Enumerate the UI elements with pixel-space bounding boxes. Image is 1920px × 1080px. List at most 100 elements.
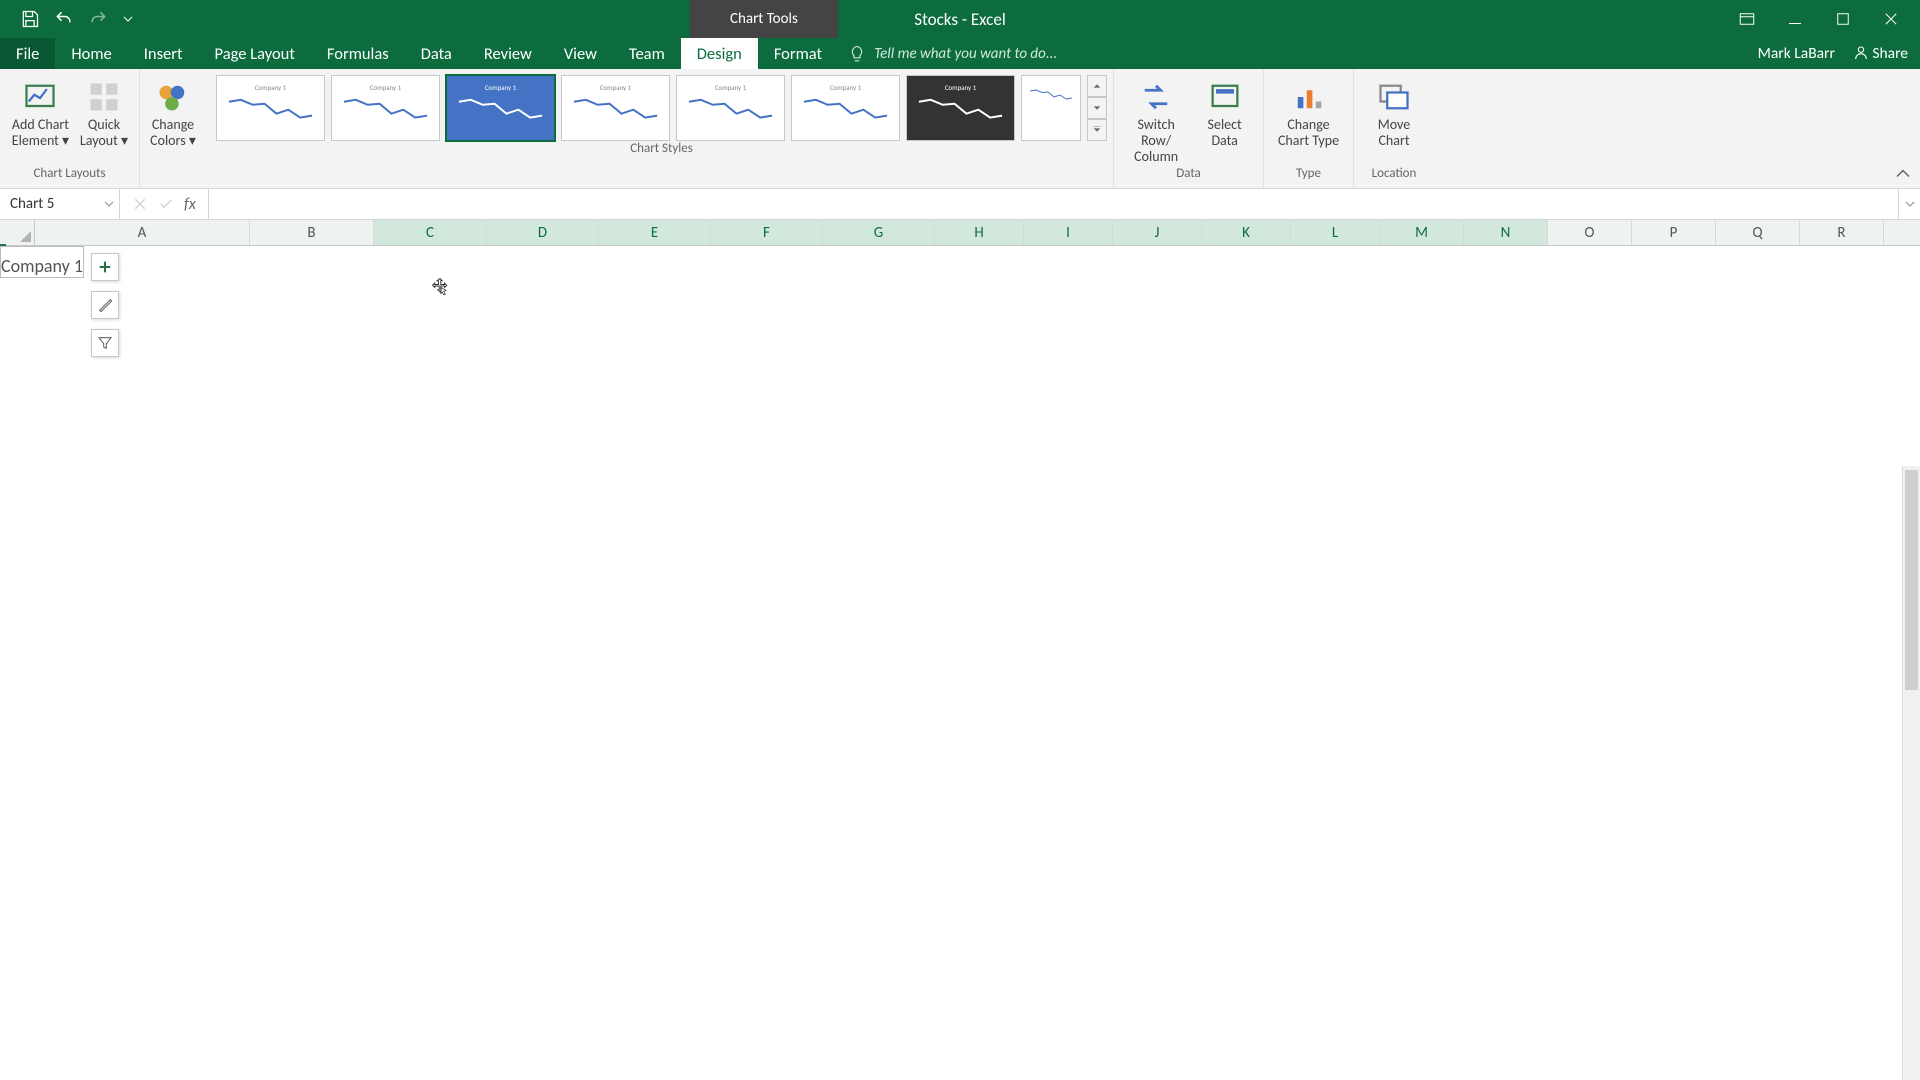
vertical-scroll-thumb[interactable] [1905, 470, 1918, 690]
gallery-more[interactable] [1087, 119, 1107, 141]
column-header[interactable]: D [487, 220, 599, 245]
quick-layout-icon [86, 79, 122, 115]
move-chart-label: Move Chart [1362, 117, 1426, 149]
chart-style-thumb[interactable]: Company 1 [446, 75, 555, 141]
chart-styles-gallery: Company 1Company 1Company 1Company 1Comp… [210, 69, 1113, 141]
move-chart-icon [1376, 79, 1412, 115]
maximize-icon[interactable] [1834, 10, 1852, 28]
save-icon[interactable] [20, 9, 40, 29]
funnel-icon [97, 335, 113, 351]
add-chart-element-icon [22, 79, 58, 115]
undo-icon[interactable] [54, 9, 74, 29]
select-data-label: Select Data [1194, 117, 1255, 149]
name-box-dropdown-icon[interactable] [103, 198, 115, 210]
formula-bar-buttons: fx [120, 189, 209, 219]
chart-layouts-group-label: Chart Layouts [0, 166, 139, 188]
column-header[interactable]: A [35, 220, 250, 245]
change-colors-label: Change Colors [150, 116, 194, 149]
select-all-button[interactable] [0, 220, 35, 245]
cancel-formula-icon[interactable] [132, 196, 148, 212]
tab-home[interactable]: Home [55, 38, 127, 69]
chart-title[interactable]: Company 1 [1, 255, 83, 277]
expand-formula-bar-icon[interactable] [1898, 189, 1920, 219]
quick-layout-label: Quick Layout [80, 116, 120, 149]
move-cursor-icon [431, 277, 449, 295]
type-group-label: Type [1264, 166, 1353, 188]
column-header[interactable]: L [1291, 220, 1380, 245]
column-header[interactable]: F [711, 220, 823, 245]
formula-input[interactable] [209, 189, 1898, 219]
close-icon[interactable] [1882, 10, 1900, 28]
vertical-scrollbar[interactable] [1902, 466, 1920, 1080]
column-header[interactable]: P [1632, 220, 1716, 245]
collapse-ribbon-icon[interactable] [1894, 166, 1912, 184]
tab-view[interactable]: View [548, 38, 613, 69]
tab-formulas[interactable]: Formulas [311, 38, 405, 69]
switch-row-column-button[interactable]: Switch Row/ Column [1122, 75, 1190, 165]
change-colors-button[interactable]: Change Colors ▾ [144, 75, 202, 149]
add-chart-element-label: Add Chart Element [12, 116, 69, 149]
change-chart-type-button[interactable]: Change Chart Type [1272, 75, 1345, 149]
worksheet-grid[interactable]: ABCDEFGHIJKLMNOPQR Company 1 [0, 220, 1920, 1080]
svg-text:Company 1: Company 1 [370, 83, 402, 92]
column-header[interactable]: B [250, 220, 374, 245]
select-data-icon [1207, 79, 1243, 115]
chart-styles-group-label: Chart Styles [210, 141, 1113, 163]
minimize-icon[interactable] [1786, 10, 1804, 28]
column-header[interactable]: R [1800, 220, 1884, 245]
share-button[interactable]: Share [1853, 44, 1908, 63]
column-header[interactable]: M [1380, 220, 1464, 245]
column-header[interactable]: N [1464, 220, 1548, 245]
column-header[interactable]: E [599, 220, 711, 245]
formula-bar-row: Chart 5 fx [0, 189, 1920, 220]
chart-filters-button[interactable] [91, 329, 119, 357]
svg-text:Company 1: Company 1 [600, 83, 632, 92]
column-header[interactable]: C [374, 220, 487, 245]
ribbon-display-options-icon[interactable] [1738, 10, 1756, 28]
user-name[interactable]: Mark LaBarr [1758, 44, 1835, 63]
tell-me-search[interactable]: Tell me what you want to do... [848, 38, 1057, 69]
chart-elements-button[interactable] [91, 253, 119, 281]
tab-review[interactable]: Review [468, 38, 548, 69]
tab-page-layout[interactable]: Page Layout [199, 38, 311, 69]
column-header[interactable]: I [1024, 220, 1113, 245]
qat-customize-icon[interactable] [122, 13, 134, 25]
name-box[interactable]: Chart 5 [0, 189, 120, 219]
column-header[interactable]: K [1202, 220, 1291, 245]
move-chart-button[interactable]: Move Chart [1362, 75, 1426, 149]
column-header[interactable]: J [1113, 220, 1202, 245]
chart-style-thumb[interactable]: Company 1 [791, 75, 900, 141]
svg-text:Company 1: Company 1 [255, 83, 287, 92]
redo-icon[interactable] [88, 9, 108, 29]
column-header[interactable]: Q [1716, 220, 1800, 245]
tab-team[interactable]: Team [613, 38, 681, 69]
column-header[interactable]: H [935, 220, 1024, 245]
quick-access-toolbar [0, 0, 154, 38]
chart-style-thumb[interactable] [1021, 75, 1081, 141]
gallery-scroll-up[interactable] [1087, 75, 1107, 97]
chart-styles-button[interactable] [91, 291, 119, 319]
quick-layout-button[interactable]: Quick Layout ▾ [77, 75, 131, 149]
select-data-button[interactable]: Select Data [1194, 75, 1255, 149]
enter-formula-icon[interactable] [158, 196, 174, 212]
tab-insert[interactable]: Insert [128, 38, 199, 69]
chart-style-thumb[interactable]: Company 1 [216, 75, 325, 141]
chart-style-thumb[interactable]: Company 1 [331, 75, 440, 141]
column-header[interactable]: G [823, 220, 935, 245]
chart-style-thumb[interactable]: Company 1 [676, 75, 785, 141]
column-header[interactable]: O [1548, 220, 1632, 245]
tab-format[interactable]: Format [758, 38, 838, 69]
share-label: Share [1872, 44, 1908, 63]
chart-style-thumb[interactable]: Company 1 [561, 75, 670, 141]
fx-icon[interactable]: fx [184, 195, 196, 214]
tab-design[interactable]: Design [681, 38, 758, 69]
gallery-scroll-down[interactable] [1087, 97, 1107, 119]
data-group-label: Data [1114, 166, 1263, 188]
svg-text:Company 1: Company 1 [715, 83, 747, 92]
add-chart-element-button[interactable]: Add Chart Element ▾ [8, 75, 73, 149]
chart-style-thumb[interactable]: Company 1 [906, 75, 1015, 141]
embedded-chart[interactable]: Company 1 [0, 246, 84, 278]
tab-data[interactable]: Data [405, 38, 468, 69]
tab-file[interactable]: File [0, 38, 55, 69]
switch-row-column-icon [1138, 79, 1174, 115]
